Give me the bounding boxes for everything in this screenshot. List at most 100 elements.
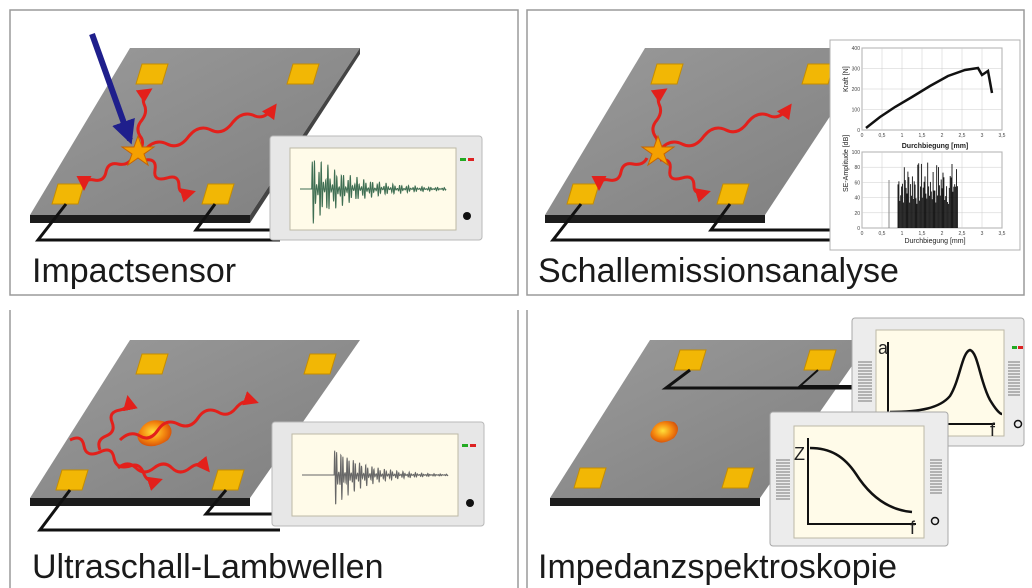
plate-edge: [545, 215, 765, 223]
impact-star: [120, 134, 156, 167]
wave-to-tr: [143, 103, 277, 151]
plate-edge: [550, 498, 760, 506]
y-tick-label: 400: [852, 46, 861, 52]
sensor-br: [716, 183, 750, 205]
sensor-br: [211, 469, 245, 491]
axis-label-a: a: [878, 338, 889, 358]
wave-to-bl: [76, 157, 134, 191]
x-tick-label: 2: [941, 231, 944, 237]
x-tick-label: 3: [981, 133, 984, 139]
led-green: [1012, 346, 1017, 349]
resonance-curve: [889, 348, 1003, 416]
top-ylabel: Kraft [N]: [843, 66, 850, 92]
plate: [550, 340, 870, 498]
y-tick-label: 0: [857, 226, 860, 232]
sensor-br: [721, 467, 755, 489]
panel-lamb: Ultraschall-Lambwellen: [30, 340, 485, 586]
knob-icon: [463, 212, 471, 220]
sensor-bl: [55, 469, 89, 491]
led-green: [460, 158, 466, 161]
x-tick-label: 0: [861, 133, 864, 139]
caption-lamb: Ultraschall-Lambwellen: [32, 548, 383, 586]
y-tick-label: 100: [852, 150, 861, 156]
x-tick-label: 2: [941, 133, 944, 139]
x-tick-label: 3: [981, 231, 984, 237]
impedance-curve: [809, 446, 913, 514]
axis-label-z: Z: [794, 444, 805, 464]
panel-impedance: a f Z f Impedanzspektroskopie: [538, 317, 1025, 586]
wave-to-br-lower: [117, 455, 210, 474]
x-tick-label: 2,5: [959, 133, 966, 139]
sensor-tr: [303, 353, 337, 375]
cable-left: [34, 203, 280, 242]
wave-to-bl: [591, 157, 649, 191]
led-red: [470, 444, 476, 447]
sensor-bl: [573, 467, 607, 489]
caption-acoustic: Schallemissionsanalyse: [538, 252, 899, 290]
y-tick-label: 300: [852, 67, 861, 73]
source-star: [640, 134, 676, 167]
wave-to-br: [144, 158, 196, 203]
cable-top: [661, 368, 880, 390]
sensor-br: [201, 183, 235, 205]
ae-amplitude-bars: [888, 162, 958, 228]
cable-left: [37, 489, 280, 532]
sensor-tr: [803, 349, 837, 371]
y-tick-label: 60: [854, 180, 860, 186]
caption-impact: Impactsensor: [32, 252, 236, 290]
x-tick-label: 3,5: [999, 231, 1006, 237]
cable-right: [202, 489, 275, 516]
defect: [650, 421, 678, 443]
impact-arrow: [89, 32, 135, 145]
knob-icon: [466, 499, 474, 507]
force-curve: [865, 66, 994, 129]
caption-impedance: Impedanzspektroskopie: [538, 548, 897, 586]
x-tick-label: 3,5: [999, 133, 1006, 139]
x-tick-label: 0,5: [879, 133, 886, 139]
sensor-tl: [135, 353, 169, 375]
x-tick-label: 0: [861, 231, 864, 237]
led-green: [462, 444, 468, 447]
wave-to-br-upper: [69, 436, 163, 491]
cable-left: [549, 203, 830, 242]
sensor-bl: [566, 183, 600, 205]
panel-impact: Impactsensor: [30, 32, 483, 290]
top-xlabel: Durchbiegung [mm]: [902, 143, 969, 150]
y-tick-label: 20: [854, 211, 860, 217]
signal-trace: [300, 160, 447, 224]
wave-up-left: [97, 395, 138, 451]
sensor-bl: [51, 183, 85, 205]
knob-icon: [930, 516, 940, 526]
cable-right: [708, 203, 830, 232]
wave-to-tr: [118, 391, 259, 442]
axis-label-f-top: f: [990, 420, 996, 440]
plate-edge: [30, 498, 250, 506]
x-tick-label: 2,5: [959, 231, 966, 237]
y-tick-label: 80: [854, 165, 860, 171]
panel-frame-acoustic: [526, 9, 1025, 296]
monitor-lamb: [271, 421, 485, 527]
sensor-tr: [801, 63, 835, 85]
x-tick-label: 0,5: [879, 231, 886, 237]
y-tick-label: 0: [857, 128, 860, 134]
x-tick-label: 1,5: [919, 231, 926, 237]
monitor-screen: [793, 425, 925, 539]
monitor-impact: [269, 135, 483, 241]
bottom-ylabel: SE-Amplitude [dB]: [843, 135, 850, 192]
cable-right: [193, 203, 270, 232]
y-tick-label: 100: [852, 108, 861, 114]
sensor-tr: [286, 63, 320, 85]
impedance-monitor-bottom: Z f: [769, 411, 949, 547]
plate-edge: [30, 215, 250, 223]
knob-icon: [1013, 419, 1023, 429]
axis-label-f-bottom: f: [910, 518, 916, 538]
panel-frame-impact: [9, 9, 519, 296]
wave-to-tr: [658, 103, 792, 151]
bottom-xlabel: Durchbiegung [mm]: [904, 238, 965, 245]
